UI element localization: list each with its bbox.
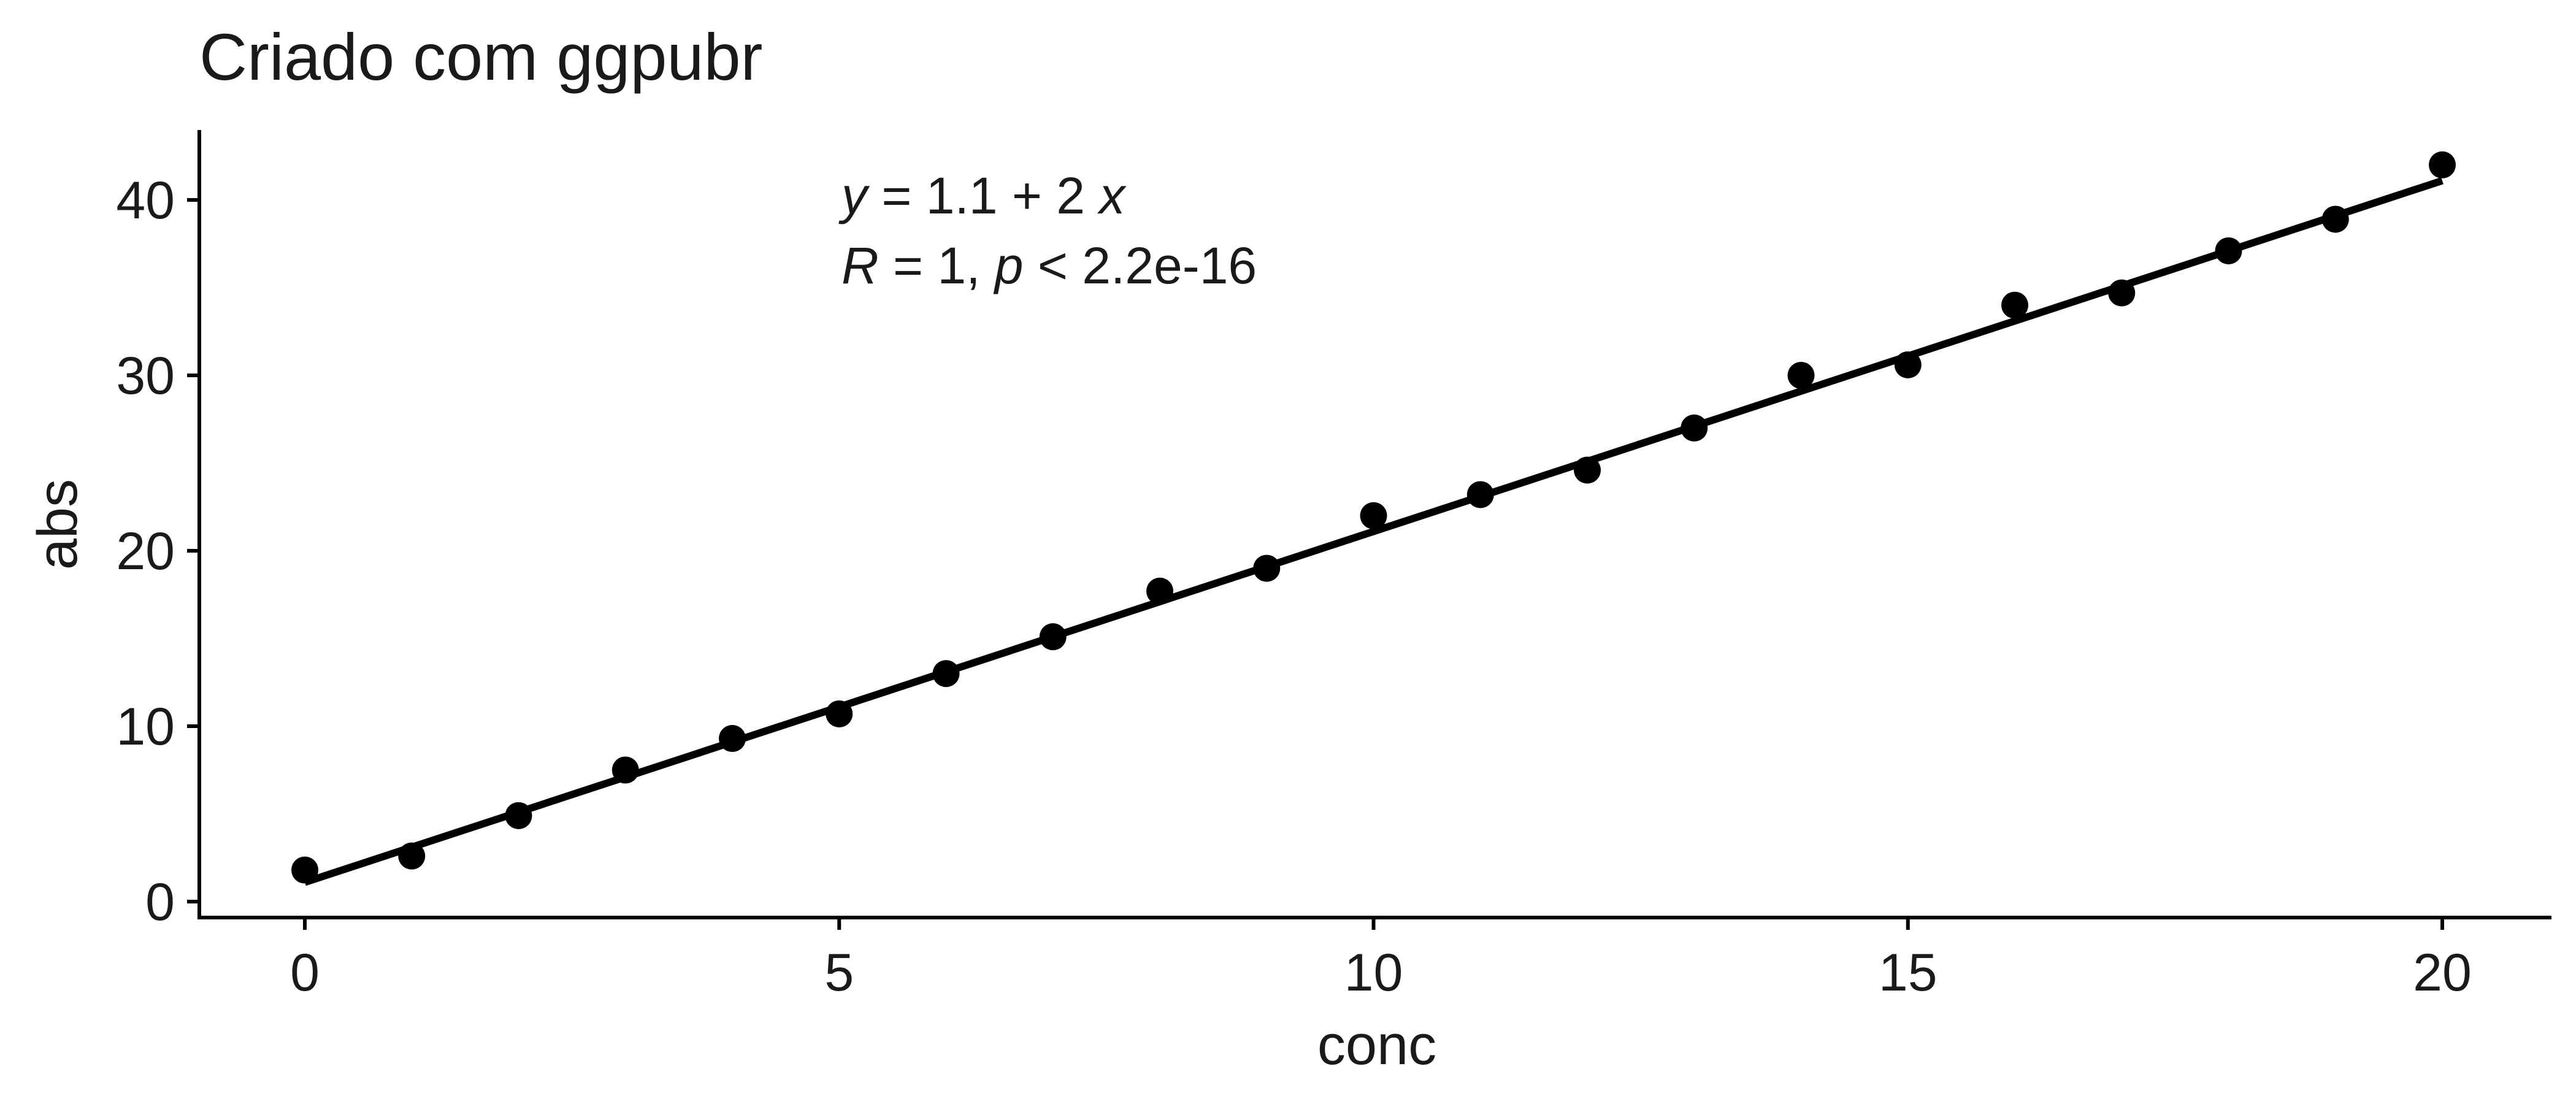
y-tick-label: 20 — [116, 522, 175, 581]
x-ticks: 0 5 10 15 20 — [290, 918, 2472, 1002]
equation-x-var: x — [1097, 167, 1127, 224]
equation-rest: = 1.1 + 2 — [867, 167, 1099, 224]
y-axis-label: abs — [26, 479, 89, 570]
data-point — [1039, 623, 1067, 651]
stats-r-var: R — [841, 237, 879, 294]
chart-title: Criado com ggpubr — [199, 20, 762, 94]
data-point — [826, 700, 853, 727]
data-point — [1360, 502, 1387, 529]
data-point — [2001, 291, 2028, 319]
stats-mid: = 1, — [879, 237, 995, 294]
x-tick-label: 20 — [2413, 943, 2472, 1002]
data-point — [291, 856, 318, 884]
equation-y-var: y — [838, 167, 870, 224]
y-tick-label: 30 — [116, 347, 175, 405]
y-ticks: 0 10 20 30 40 — [116, 171, 199, 932]
x-tick-label: 15 — [1879, 943, 1938, 1002]
data-point — [2321, 205, 2349, 233]
data-point — [1146, 577, 1173, 605]
regression-line — [304, 177, 2444, 886]
data-point — [719, 725, 746, 753]
data-point — [1894, 351, 1922, 378]
x-tick-label: 5 — [824, 943, 854, 1002]
data-point — [1787, 362, 1815, 389]
x-tick-label: 10 — [1344, 943, 1403, 1002]
data-point — [2108, 279, 2136, 307]
data-point — [505, 802, 532, 829]
data-point — [398, 842, 426, 870]
data-point — [1466, 481, 1494, 508]
data-point — [1253, 554, 1281, 582]
stats-annotation: R = 1, p < 2.2e-16 — [841, 237, 1257, 294]
stats-tail: < 2.2e-16 — [1024, 237, 1257, 294]
x-tick-label: 0 — [290, 943, 320, 1002]
data-point — [932, 660, 960, 688]
stats-p-var: p — [993, 237, 1024, 294]
data-points — [291, 151, 2456, 884]
data-point — [2215, 237, 2242, 264]
data-point — [2429, 151, 2456, 178]
data-point — [611, 756, 639, 784]
data-point — [1681, 414, 1708, 442]
x-axis-label: conc — [1317, 1014, 1436, 1076]
data-point — [1574, 456, 1601, 484]
plot-area: 0 5 10 15 20 0 10 20 30 40 — [116, 130, 2551, 1002]
y-tick-label: 40 — [116, 171, 175, 230]
y-tick-label: 0 — [145, 873, 175, 932]
y-tick-label: 10 — [116, 697, 175, 756]
equation-annotation: y = 1.1 + 2 x — [838, 167, 1127, 224]
